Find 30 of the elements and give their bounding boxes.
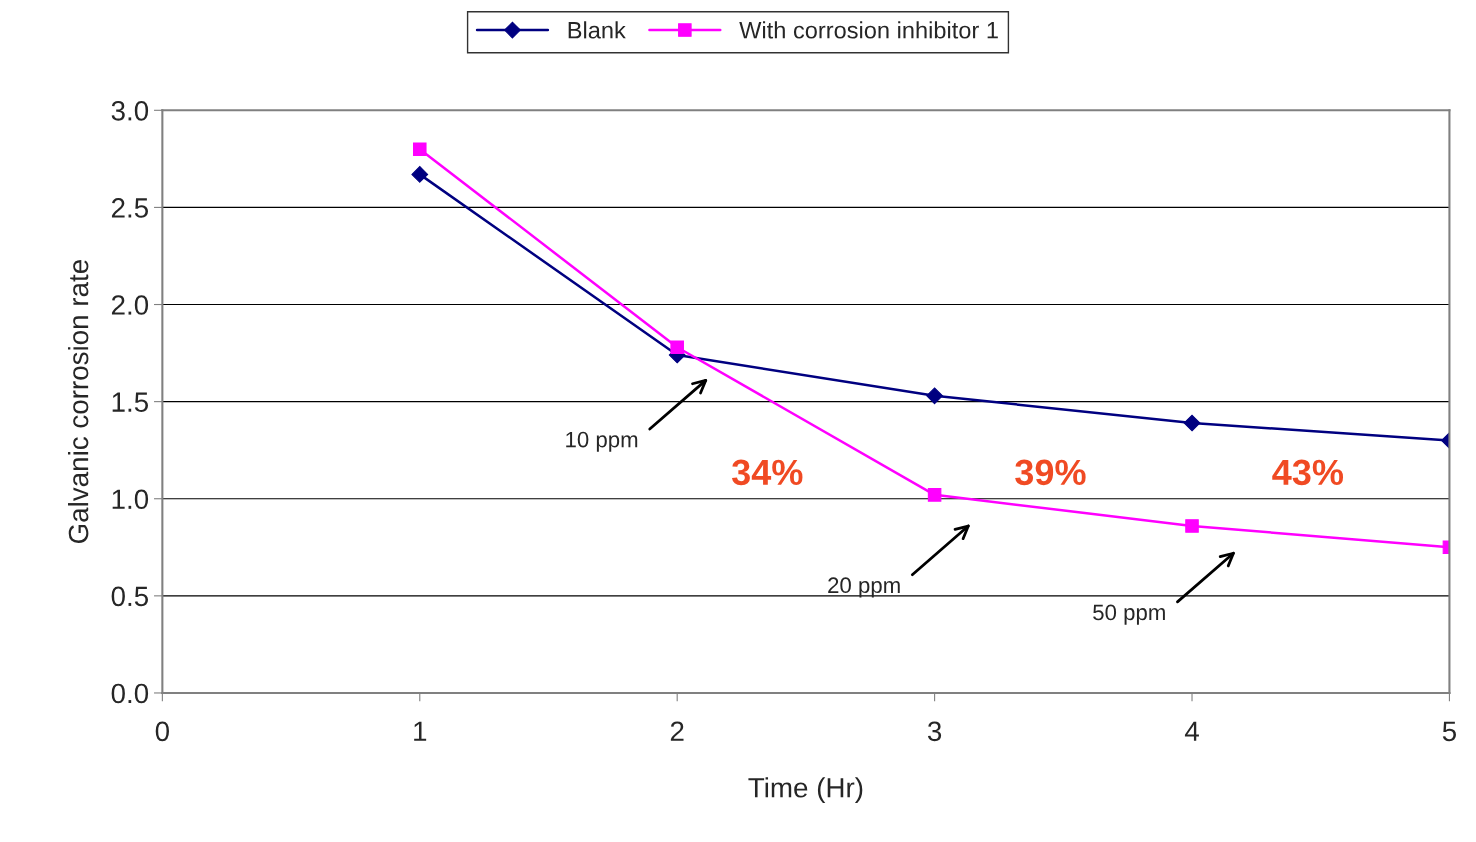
annotation: 20 ppm bbox=[828, 577, 900, 598]
y-tick-label: 2.5 bbox=[111, 198, 148, 218]
point bbox=[411, 166, 429, 183]
y-tick-label: 3.0 bbox=[111, 100, 149, 121]
x-axis-title: Time (Hr) bbox=[748, 777, 863, 804]
y-tick-label: 1.5 bbox=[112, 392, 148, 412]
point bbox=[927, 488, 942, 502]
x-tick-label: 5 bbox=[1442, 721, 1456, 742]
y-tick-label: 2.0 bbox=[111, 295, 149, 315]
legend-label: With corrosion inhibitor 1 bbox=[739, 21, 998, 39]
y-axis-title: Galvanic corrosion rate bbox=[67, 260, 89, 544]
y-tick-label: 0.5 bbox=[111, 586, 148, 607]
x-tick-label: 4 bbox=[1184, 721, 1199, 741]
point bbox=[413, 142, 427, 156]
annotation: 43% bbox=[1272, 459, 1344, 486]
annotation: 10 ppm bbox=[566, 431, 638, 452]
point bbox=[1185, 519, 1199, 533]
y-tick-label: 0.0 bbox=[111, 683, 149, 704]
y-tick-label: 1.0 bbox=[112, 489, 149, 510]
x-tick-label: 1 bbox=[414, 721, 427, 741]
x-tick-label: 2 bbox=[670, 721, 684, 741]
point bbox=[926, 387, 943, 405]
x-tick-label: 3 bbox=[927, 721, 942, 742]
annotation: 50 ppm bbox=[1093, 604, 1165, 625]
point bbox=[1183, 414, 1201, 432]
legend-label: Blank bbox=[568, 21, 626, 39]
annotation: 34% bbox=[731, 459, 803, 486]
x-tick-label: 0 bbox=[155, 721, 169, 742]
point bbox=[670, 340, 684, 355]
annotation: 39% bbox=[1015, 459, 1086, 486]
